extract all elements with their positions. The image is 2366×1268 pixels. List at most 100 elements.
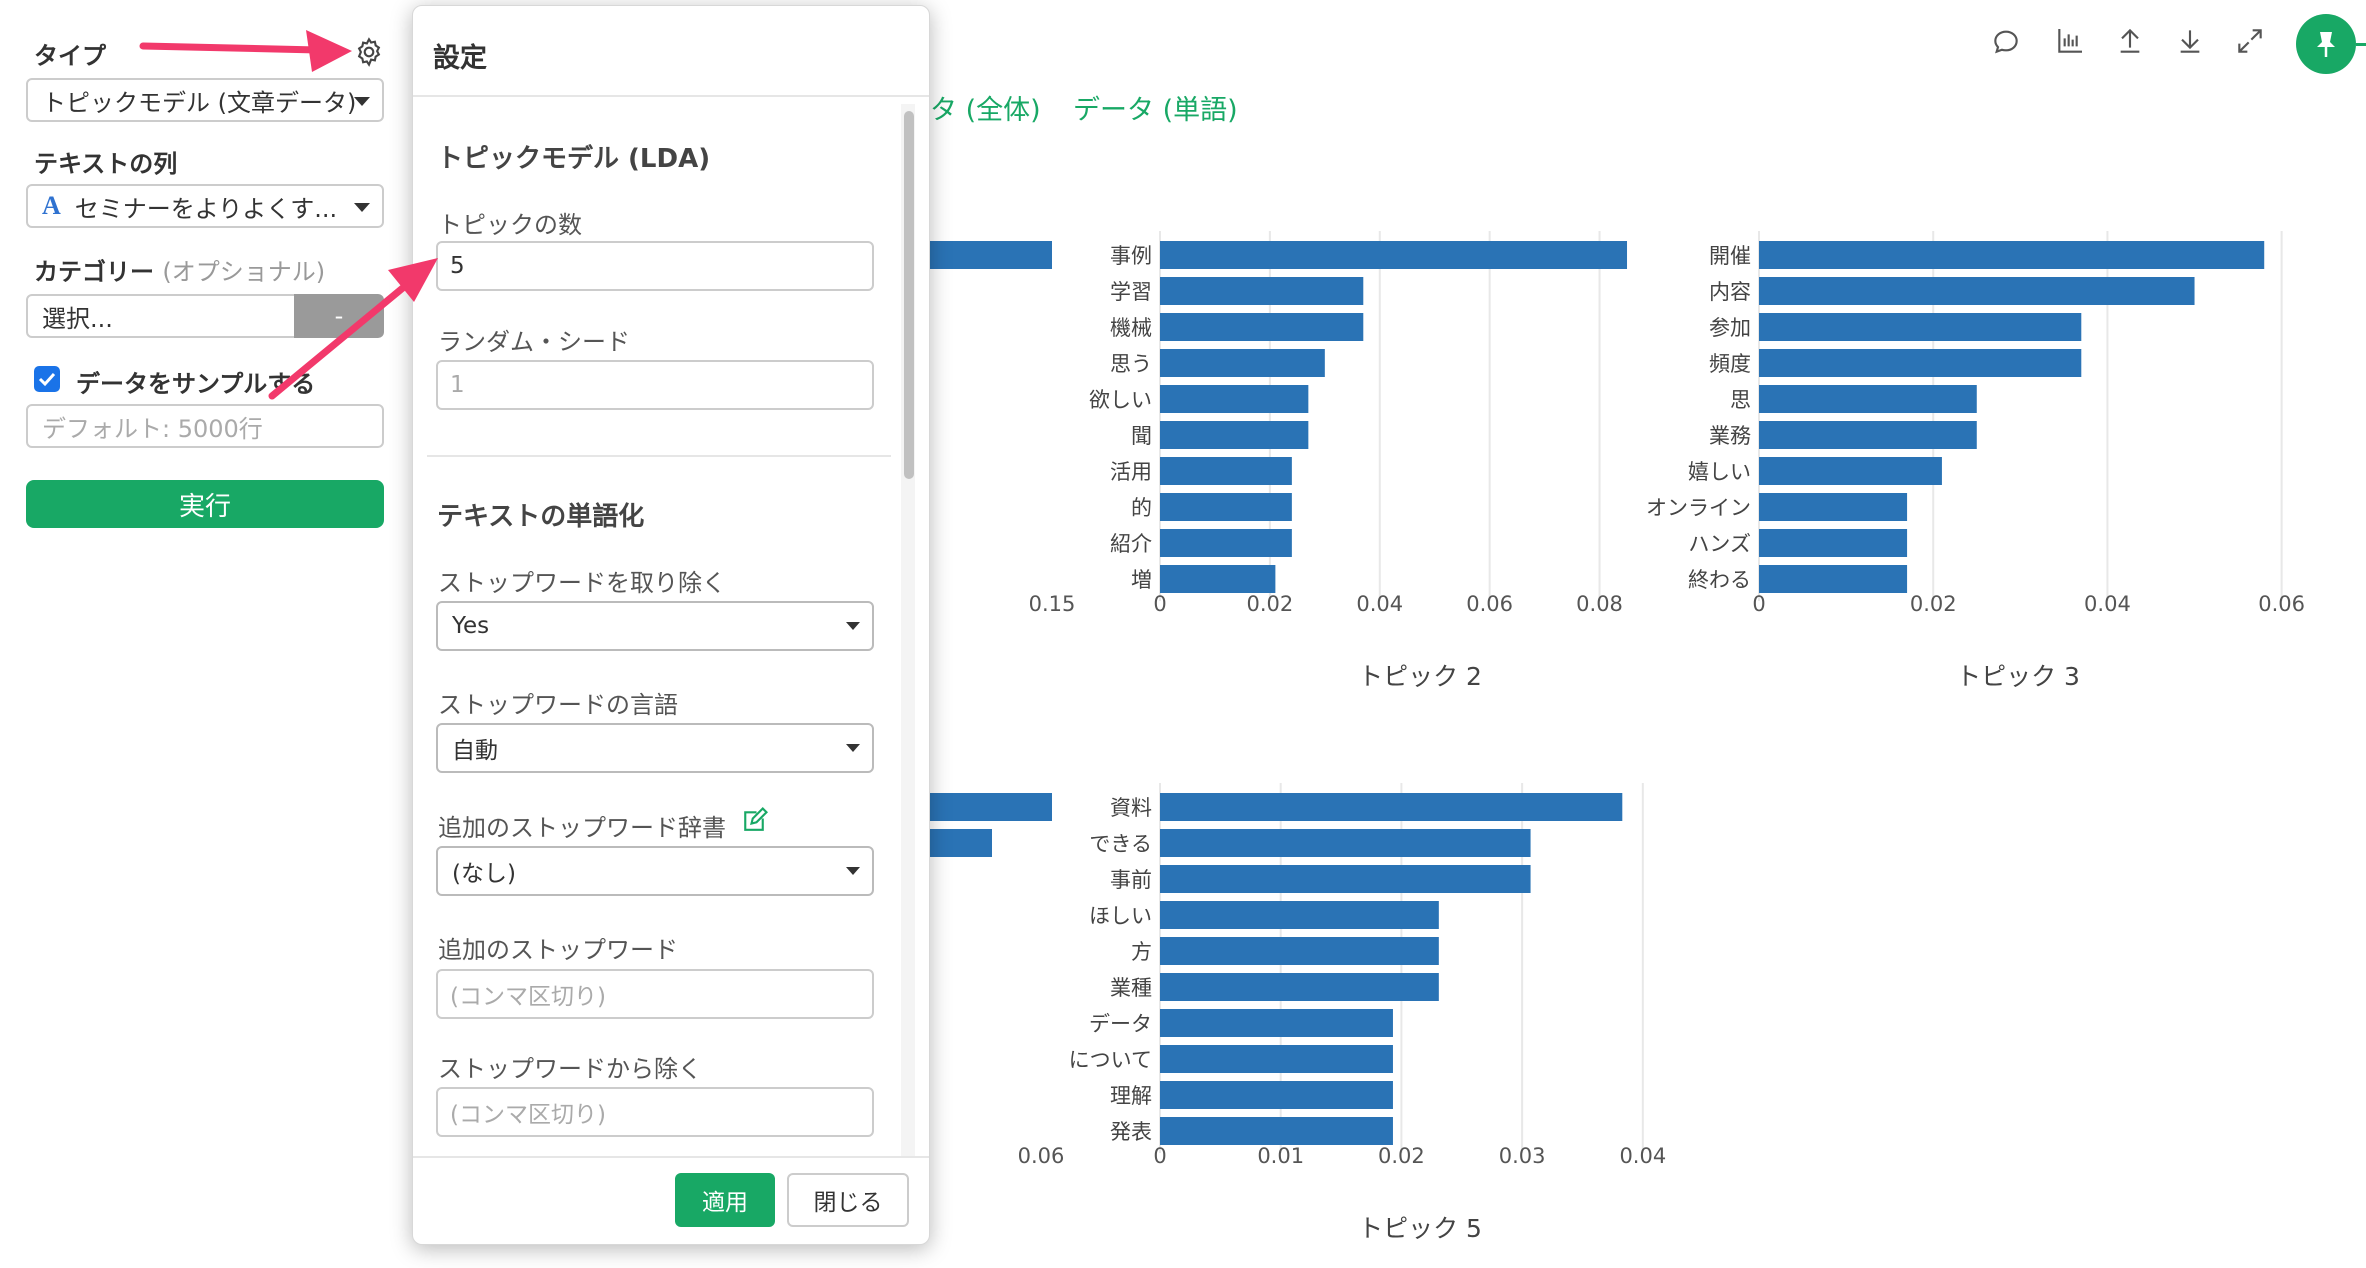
extra-stopwords-input[interactable]: (コンマ区切り) xyxy=(436,969,874,1019)
bar xyxy=(1160,901,1439,929)
x-tick-label: 0.04 xyxy=(1619,1144,1666,1168)
popup-scrollbar-thumb[interactable] xyxy=(904,111,914,479)
upload-icon[interactable] xyxy=(2114,25,2150,61)
bar xyxy=(1160,1009,1393,1037)
text-column-value: セミナーをよりよくす... xyxy=(74,194,338,223)
text-type-icon: A xyxy=(42,191,61,220)
popup-header-divider xyxy=(413,95,929,97)
category-label: 事例 xyxy=(1110,244,1152,268)
chart-title: トピック 5 xyxy=(1358,1214,1482,1243)
category-label: できる xyxy=(1089,832,1152,856)
category-label: 紹介 xyxy=(1110,532,1152,556)
category-label-text: カテゴリー xyxy=(34,258,154,286)
category-placeholder: 選択... xyxy=(42,304,113,333)
bar xyxy=(1759,385,1977,413)
random-seed-placeholder: 1 xyxy=(450,372,465,398)
expand-icon[interactable] xyxy=(2234,25,2270,61)
sample-size-input[interactable]: デフォルト: 5000行 xyxy=(26,404,384,448)
chevron-down-icon xyxy=(354,97,370,106)
category-label: 業務 xyxy=(1709,424,1751,448)
text-column-select[interactable]: A セミナーをよりよくす... xyxy=(26,184,384,228)
x-tick-label: 0.08 xyxy=(1576,592,1623,616)
exclude-stopwords-placeholder: (コンマ区切り) xyxy=(450,1102,606,1128)
category-label: 業種 xyxy=(1110,976,1152,1000)
x-tick-label: 0.04 xyxy=(1356,592,1403,616)
bar xyxy=(1759,529,1908,557)
close-button[interactable]: 閉じる xyxy=(787,1173,909,1227)
category-select[interactable]: 選択... xyxy=(26,294,296,338)
bar xyxy=(1759,349,2082,377)
category-label: 思う xyxy=(1110,352,1152,376)
apply-button[interactable]: 適用 xyxy=(675,1173,775,1227)
category-label: 理解 xyxy=(1110,1084,1152,1108)
bar xyxy=(1160,529,1292,557)
section-divider xyxy=(427,455,891,457)
bar xyxy=(1160,973,1439,1001)
type-select[interactable]: トピックモデル (文章データ) xyxy=(26,78,384,122)
exclude-stopwords-input[interactable]: (コンマ区切り) xyxy=(436,1087,874,1137)
category-label: 頻度 xyxy=(1709,352,1751,376)
tab-data-words[interactable]: データ (単語) xyxy=(1073,95,1238,126)
run-button[interactable]: 実行 xyxy=(26,480,384,528)
category-label: 発表 xyxy=(1110,1120,1152,1144)
sample-checkbox[interactable] xyxy=(34,366,60,392)
section-tokenize-heading: テキストの単語化 xyxy=(437,502,645,532)
edit-icon[interactable] xyxy=(739,806,769,836)
stopword-language-select[interactable]: 自動 xyxy=(436,723,874,773)
chevron-down-icon xyxy=(354,203,370,212)
bar xyxy=(1759,421,1977,449)
pin-icon[interactable] xyxy=(2296,14,2356,74)
comment-icon[interactable] xyxy=(1990,25,2026,61)
bar xyxy=(1160,565,1276,593)
bar xyxy=(1759,493,1908,521)
x-tick-label: 0.01 xyxy=(1257,1144,1304,1168)
stopword-language-label: ストップワードの言語 xyxy=(438,691,678,719)
category-label: 学習 xyxy=(1110,280,1152,304)
num-topics-value: 5 xyxy=(450,253,465,279)
bar xyxy=(1160,385,1309,413)
category-label: 増 xyxy=(1131,568,1152,592)
num-topics-input[interactable]: 5 xyxy=(436,241,874,291)
bar xyxy=(1160,457,1292,485)
stopword-language-value: 自動 xyxy=(452,738,498,764)
extra-dictionary-value: (なし) xyxy=(452,861,516,887)
x-tick-label: 0.03 xyxy=(1499,1144,1546,1168)
remove-stopwords-label: ストップワードを取り除く xyxy=(438,569,726,597)
bar xyxy=(1160,937,1439,965)
chevron-down-icon xyxy=(846,744,860,752)
tab-data-overall[interactable]: タ (全体) xyxy=(930,95,1041,126)
bar xyxy=(1759,277,2195,305)
random-seed-input[interactable]: 1 xyxy=(436,360,874,410)
bar xyxy=(1759,313,2082,341)
extra-dictionary-select[interactable]: (なし) xyxy=(436,846,874,896)
bar-chart-icon[interactable] xyxy=(2054,25,2090,61)
chart-title: トピック 2 xyxy=(1358,662,1482,691)
chevron-down-icon xyxy=(846,622,860,630)
download-icon[interactable] xyxy=(2174,25,2210,61)
random-seed-label: ランダム・シード xyxy=(438,328,630,356)
extra-stopwords-placeholder: (コンマ区切り) xyxy=(450,984,606,1010)
category-label: オンライン xyxy=(1646,496,1751,520)
category-label: 嬉しい xyxy=(1688,460,1751,484)
category-label: 的 xyxy=(1131,496,1152,520)
pin-connector xyxy=(2356,43,2366,46)
x-tick-label: 0.15 xyxy=(1029,592,1076,616)
section-lda-heading: トピックモデル (LDA) xyxy=(437,144,711,174)
x-tick-label: 0.02 xyxy=(1378,1144,1425,1168)
type-select-value: トピックモデル (文章データ) xyxy=(42,88,357,117)
settings-gear-icon[interactable] xyxy=(353,36,385,68)
category-label: 機械 xyxy=(1110,316,1152,340)
category-label: 終わる xyxy=(1688,568,1751,592)
type-label: タイプ xyxy=(34,42,106,70)
category-label: 方 xyxy=(1131,940,1152,964)
category-label: ほしい xyxy=(1089,904,1152,928)
remove-stopwords-value: Yes xyxy=(452,613,490,639)
remove-stopwords-select[interactable]: Yes xyxy=(436,601,874,651)
extra-dictionary-label: 追加のストップワード辞書 xyxy=(438,814,726,842)
bar xyxy=(1759,241,2265,269)
category-label: 内容 xyxy=(1709,280,1751,304)
bar xyxy=(1160,313,1364,341)
chart-title: トピック 3 xyxy=(1956,662,2080,691)
x-tick-label: 0 xyxy=(1752,592,1765,616)
popup-footer-divider xyxy=(413,1156,929,1158)
